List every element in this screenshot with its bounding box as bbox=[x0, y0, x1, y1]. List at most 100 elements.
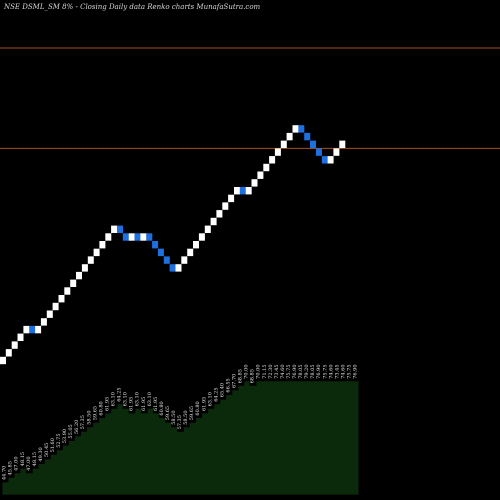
up-brick bbox=[0, 356, 6, 365]
value-label: 63.10 bbox=[123, 392, 129, 406]
up-brick bbox=[257, 171, 264, 179]
value-label: 65.40 bbox=[219, 383, 225, 397]
value-label: 51.60 bbox=[50, 438, 56, 452]
up-brick bbox=[222, 202, 229, 210]
value-label: 49.30 bbox=[38, 447, 44, 461]
value-label: 64.25 bbox=[213, 387, 219, 401]
value-label: 47.00 bbox=[14, 456, 20, 470]
value-label: 73.45 bbox=[274, 364, 280, 378]
value-label: 67.70 bbox=[232, 374, 238, 388]
value-label: 58.50 bbox=[86, 410, 92, 424]
value-label: 70.00 bbox=[256, 364, 262, 378]
down-brick bbox=[163, 256, 170, 264]
up-brick bbox=[198, 233, 205, 241]
value-label: 61.95 bbox=[129, 397, 135, 411]
down-brick bbox=[122, 233, 129, 241]
up-brick bbox=[70, 279, 77, 287]
down-brick bbox=[310, 140, 316, 148]
up-brick bbox=[339, 140, 346, 148]
value-label: 44.70 bbox=[2, 466, 8, 480]
up-brick bbox=[64, 287, 71, 295]
up-brick bbox=[81, 264, 88, 272]
up-brick bbox=[193, 241, 199, 249]
up-brick bbox=[5, 349, 12, 357]
up-brick bbox=[234, 187, 240, 195]
value-label: 60.80 bbox=[98, 401, 104, 415]
up-brick bbox=[269, 156, 276, 164]
value-label: 60.80 bbox=[159, 401, 165, 415]
up-brick bbox=[286, 132, 293, 141]
value-label: 78.05 bbox=[298, 364, 304, 378]
value-label: 56.20 bbox=[74, 420, 80, 434]
value-labels: 44.70 45.85 47.00 48.15 47.00 48.15 49.30 50.45… bbox=[2, 364, 359, 480]
value-label: 58.50 bbox=[183, 410, 189, 424]
down-brick bbox=[298, 125, 305, 133]
value-label: 63.10 bbox=[111, 392, 117, 406]
down-brick bbox=[134, 233, 141, 241]
down-brick bbox=[321, 156, 328, 164]
up-brick bbox=[263, 163, 270, 172]
value-label: 48.15 bbox=[32, 452, 38, 466]
value-label: 58.50 bbox=[171, 410, 177, 424]
down-brick bbox=[152, 241, 159, 249]
up-brick bbox=[210, 217, 217, 226]
up-brick bbox=[93, 248, 100, 257]
value-label: 59.65 bbox=[92, 406, 98, 420]
up-brick bbox=[46, 310, 53, 318]
up-brick bbox=[175, 264, 182, 272]
lower-area-panel bbox=[1, 380, 360, 496]
value-label: 66.55 bbox=[225, 378, 231, 392]
value-label: 75.75 bbox=[346, 364, 352, 378]
value-label: 68.85 bbox=[238, 369, 244, 383]
value-label: 61.95 bbox=[104, 397, 110, 411]
value-label: 57.35 bbox=[177, 415, 183, 429]
up-brick bbox=[23, 325, 30, 334]
value-label: 74.60 bbox=[328, 364, 334, 378]
value-label: 63.10 bbox=[207, 392, 213, 406]
reference-lines bbox=[0, 47, 500, 149]
value-label: 60.80 bbox=[195, 401, 201, 415]
value-label: 50.45 bbox=[44, 443, 50, 457]
value-label: 61.95 bbox=[201, 397, 207, 411]
value-label: 71.15 bbox=[262, 364, 268, 378]
down-brick bbox=[315, 148, 322, 156]
up-brick bbox=[105, 233, 112, 241]
value-label: 61.95 bbox=[153, 397, 159, 411]
up-brick bbox=[99, 241, 106, 249]
up-brick bbox=[52, 302, 59, 311]
value-label: 63.10 bbox=[147, 392, 153, 406]
value-label: 48.15 bbox=[20, 452, 26, 466]
up-brick bbox=[280, 140, 287, 148]
value-label: 76.90 bbox=[316, 364, 322, 378]
value-label: 61.95 bbox=[141, 397, 147, 411]
down-brick bbox=[29, 325, 36, 334]
up-brick bbox=[251, 179, 258, 187]
up-brick bbox=[204, 225, 211, 233]
down-brick bbox=[304, 132, 311, 141]
value-label: 75.75 bbox=[286, 364, 292, 378]
down-brick bbox=[146, 233, 153, 241]
value-label: 52.75 bbox=[56, 433, 62, 447]
up-brick bbox=[58, 295, 65, 303]
up-brick bbox=[17, 333, 24, 341]
value-label: 79.20 bbox=[304, 364, 310, 378]
value-label: 74.60 bbox=[280, 364, 286, 378]
down-brick bbox=[239, 187, 246, 195]
down-brick bbox=[169, 264, 176, 272]
value-label: 64.25 bbox=[117, 387, 123, 401]
up-brick bbox=[87, 256, 94, 264]
up-brick bbox=[228, 194, 235, 203]
up-brick bbox=[327, 156, 334, 164]
value-label: 53.90 bbox=[62, 429, 68, 443]
value-label: 59.65 bbox=[165, 406, 171, 420]
up-brick bbox=[11, 341, 18, 349]
up-brick bbox=[274, 148, 281, 156]
down-brick bbox=[157, 248, 164, 257]
up-brick bbox=[292, 125, 299, 133]
price-area bbox=[1, 380, 360, 496]
value-label: 63.10 bbox=[135, 392, 141, 406]
value-label: 78.05 bbox=[310, 364, 316, 378]
up-brick bbox=[245, 187, 252, 195]
down-brick bbox=[117, 225, 123, 233]
chart-title: NSE DSML_SM 8% - Closing Daily data Renk… bbox=[3, 3, 261, 11]
